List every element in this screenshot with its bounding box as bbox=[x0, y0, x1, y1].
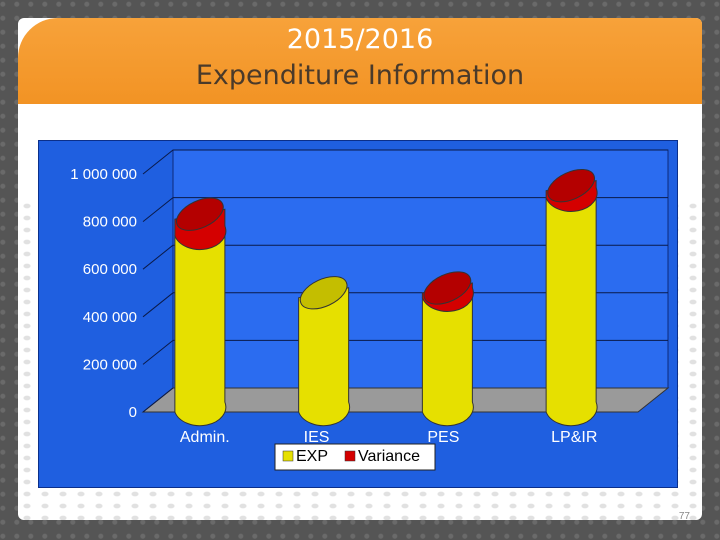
gridline-depth bbox=[142, 340, 174, 365]
y-tick-label: 600 000 bbox=[83, 261, 137, 278]
bar-exp bbox=[421, 287, 474, 427]
legend-swatch bbox=[344, 450, 356, 462]
gridline-depth bbox=[142, 244, 174, 270]
legend-swatch bbox=[282, 450, 294, 462]
page-number: 77 bbox=[678, 511, 690, 522]
gridline-depth bbox=[142, 292, 174, 318]
x-tick-label: LP&IR bbox=[551, 429, 597, 446]
y-tick-label: 1 000 000 bbox=[70, 166, 137, 183]
x-tick-label: PES bbox=[427, 429, 459, 446]
title-line-1: 2015/2016 bbox=[286, 24, 434, 55]
chart-area: 0 200 000 400 000 600 000 800 000 1 000 000 Ad… bbox=[37, 139, 679, 489]
bar-exp bbox=[298, 287, 351, 427]
bar-exp bbox=[174, 225, 227, 427]
y-tick-label: 200 000 bbox=[83, 356, 137, 373]
y-tick-label: 0 bbox=[129, 404, 137, 421]
gridline-depth bbox=[142, 387, 174, 413]
slide-title: 2015/2016 Expenditure Information bbox=[18, 22, 702, 94]
expenditure-chart: 0 200 000 400 000 600 000 800 000 1 000 000 Ad… bbox=[37, 139, 679, 489]
bar-top-cap bbox=[176, 197, 224, 231]
legend-label: Variance bbox=[358, 448, 420, 465]
legend-label: EXP bbox=[296, 448, 328, 465]
title-line-2: Expenditure Information bbox=[195, 60, 525, 91]
gridline-depth bbox=[142, 149, 174, 175]
x-tick-label: Admin. bbox=[180, 429, 230, 446]
title-banner bbox=[18, 18, 702, 104]
gridline-depth bbox=[142, 197, 174, 222]
bar-top-cap bbox=[423, 271, 472, 305]
bar-exp bbox=[545, 187, 598, 427]
bar-top-cap bbox=[299, 276, 348, 310]
x-tick-label: IES bbox=[304, 429, 330, 446]
bar-top-cap bbox=[547, 168, 595, 203]
y-tick-label: 400 000 bbox=[83, 309, 137, 326]
y-tick-label: 800 000 bbox=[83, 214, 137, 231]
